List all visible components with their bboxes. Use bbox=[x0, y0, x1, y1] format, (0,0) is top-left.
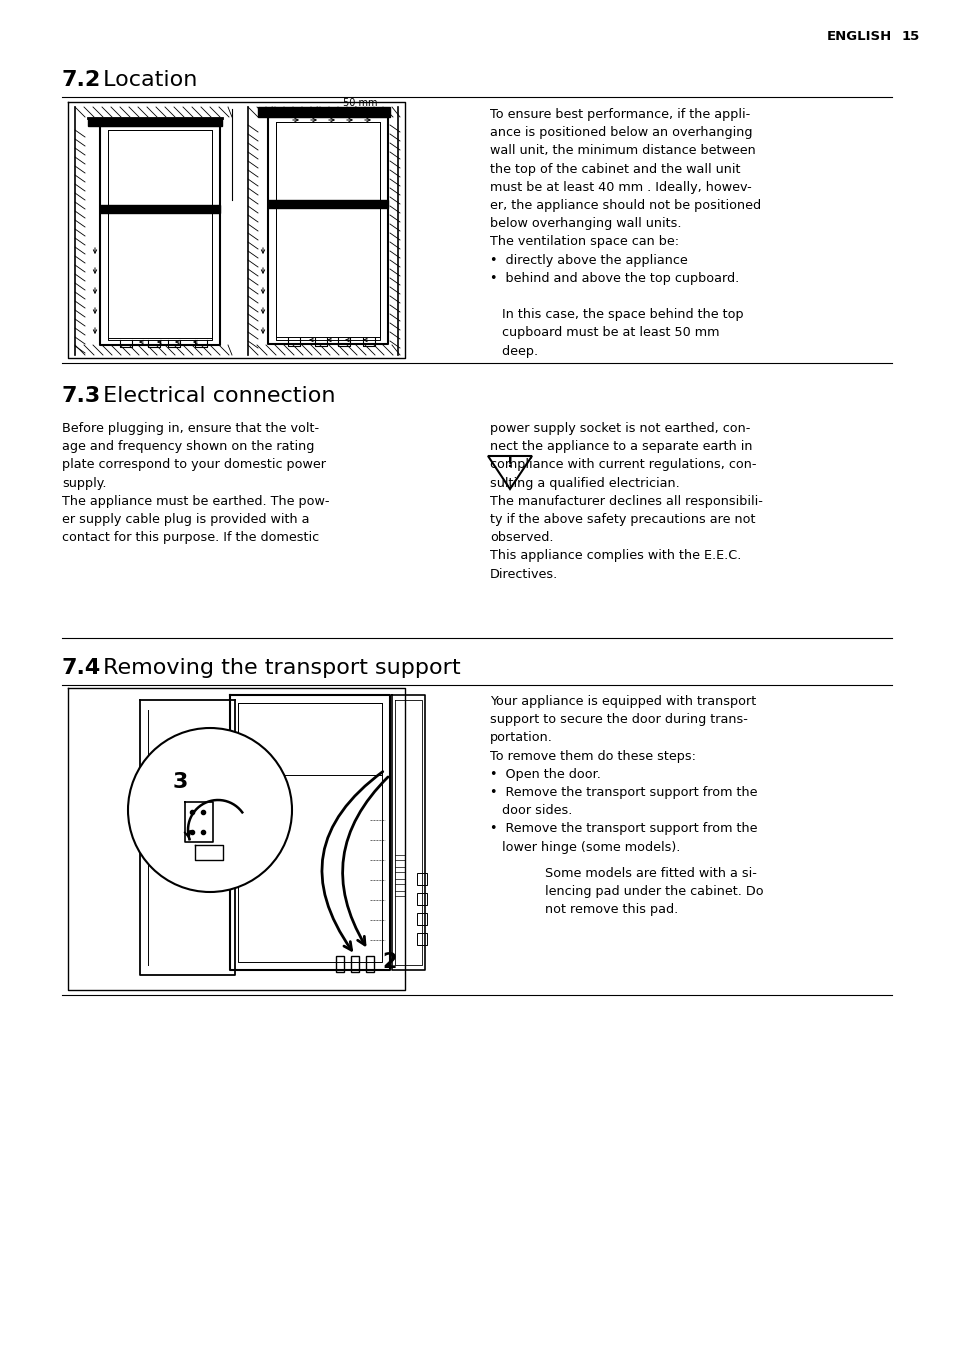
Polygon shape bbox=[257, 107, 390, 118]
Text: 2: 2 bbox=[382, 952, 396, 972]
Bar bbox=[416, 873, 427, 886]
Text: Before plugging in, ensure that the volt-
age and frequency shown on the rating
: Before plugging in, ensure that the volt… bbox=[62, 422, 329, 545]
Text: 15: 15 bbox=[901, 30, 919, 42]
Polygon shape bbox=[100, 206, 220, 214]
Text: Some models are fitted with a si-
lencing pad under the cabinet. Do
not remove t: Some models are fitted with a si- lencin… bbox=[544, 867, 762, 917]
Bar bbox=[351, 956, 358, 972]
Text: !: ! bbox=[506, 456, 513, 470]
Text: 3: 3 bbox=[172, 772, 188, 792]
Text: To ensure best performance, if the appli-
ance is positioned below an overhangin: To ensure best performance, if the appli… bbox=[490, 108, 760, 357]
Polygon shape bbox=[194, 845, 223, 860]
Text: 7.4: 7.4 bbox=[62, 658, 101, 677]
Text: Location: Location bbox=[96, 70, 197, 91]
Text: 7.2: 7.2 bbox=[62, 70, 101, 91]
Bar bbox=[335, 956, 344, 972]
Bar bbox=[416, 913, 427, 925]
Bar bbox=[416, 894, 427, 904]
Text: 50 mm: 50 mm bbox=[342, 97, 376, 108]
Polygon shape bbox=[268, 200, 388, 208]
Bar bbox=[416, 933, 427, 945]
Polygon shape bbox=[88, 118, 222, 126]
Text: Removing the transport support: Removing the transport support bbox=[96, 658, 460, 677]
Text: Electrical connection: Electrical connection bbox=[96, 387, 335, 406]
Text: ENGLISH: ENGLISH bbox=[826, 30, 891, 42]
Text: Your appliance is equipped with transport
support to secure the door during tran: Your appliance is equipped with transpor… bbox=[490, 695, 757, 853]
Text: 7.3: 7.3 bbox=[62, 387, 101, 406]
Text: power supply socket is not earthed, con-
nect the appliance to a separate earth : power supply socket is not earthed, con-… bbox=[490, 422, 762, 580]
Bar bbox=[366, 956, 374, 972]
Circle shape bbox=[128, 727, 292, 892]
